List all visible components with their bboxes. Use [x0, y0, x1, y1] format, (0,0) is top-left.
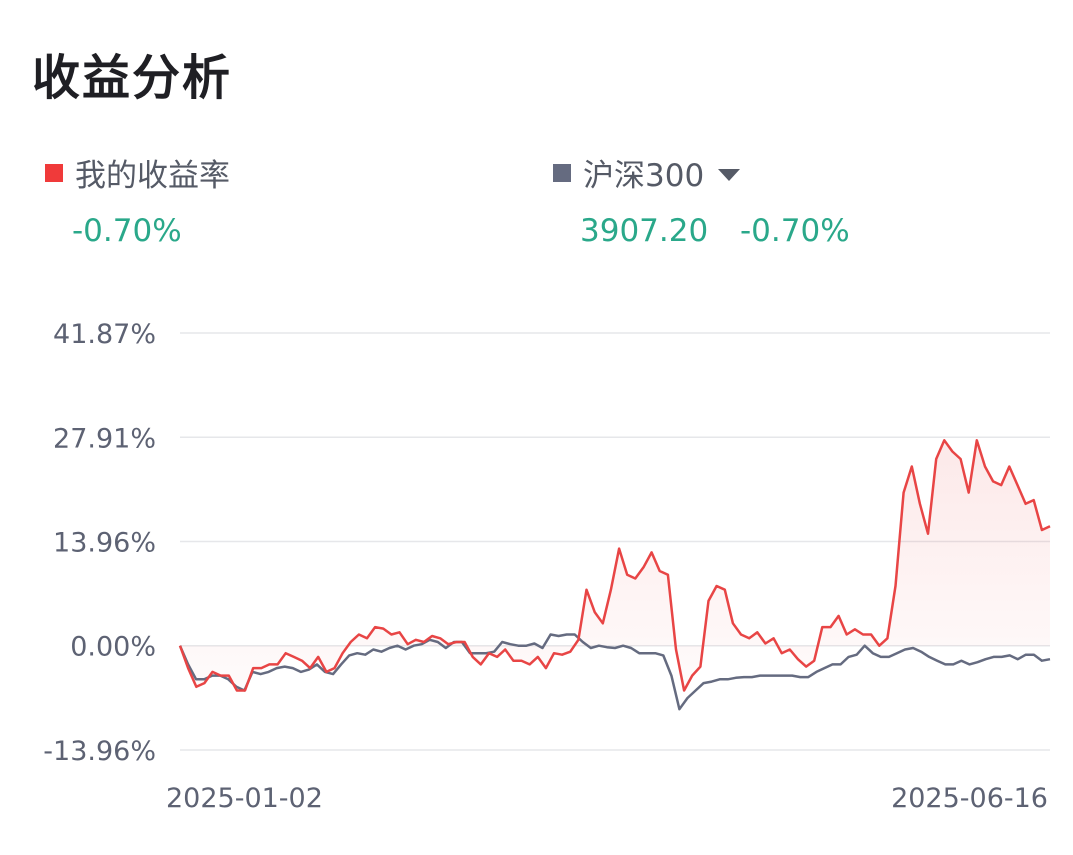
my-return-series-line	[178, 439, 1051, 692]
gray-square-icon	[553, 163, 571, 182]
x-tick-label: 2025-06-16	[891, 783, 1048, 814]
series-group	[178, 439, 1051, 711]
y-axis-ticks: 41.87% 27.91% 13.96% 0.00% -13.96%	[43, 319, 156, 767]
index-selector[interactable]: 沪深300	[553, 150, 741, 195]
index-name: 沪深300	[583, 158, 705, 194]
y-tick-label: 41.87%	[53, 319, 156, 350]
index-price: 3907.20	[580, 213, 709, 249]
red-square-icon	[45, 163, 63, 182]
x-tick-label: 2025-01-02	[166, 783, 323, 814]
y-tick-label: 0.00%	[70, 632, 156, 663]
x-axis-ticks: 2025-01-02 2025-06-16	[166, 783, 1048, 814]
index-change-value: -0.70%	[740, 213, 850, 249]
legend-my-return-label: 我的收益率	[75, 158, 230, 194]
caret-down-icon[interactable]	[718, 168, 741, 181]
page-title: 收益分析	[32, 50, 233, 106]
y-tick-label: 27.91%	[53, 423, 156, 454]
legend-my-return[interactable]: 我的收益率	[45, 150, 230, 195]
my-return-area	[180, 440, 1050, 691]
y-tick-label: 13.96%	[53, 527, 156, 558]
my-return-value: -0.70%	[72, 213, 182, 249]
y-tick-label: -13.96%	[43, 736, 156, 767]
